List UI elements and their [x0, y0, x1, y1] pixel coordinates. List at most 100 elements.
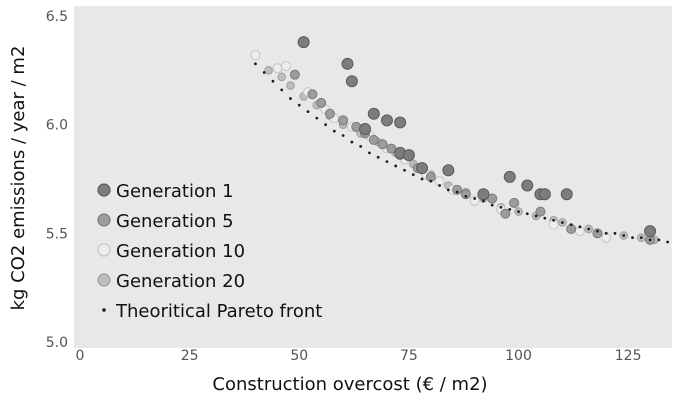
point-theoritical-pareto-front [306, 110, 310, 114]
point-theoritical-pareto-front [341, 134, 345, 137]
point-generation-1 [644, 225, 657, 238]
point-generation-1 [538, 188, 551, 201]
point-generation-5 [307, 89, 318, 100]
point-generation-20 [264, 66, 273, 75]
point-theoritical-pareto-front [499, 205, 503, 209]
point-generation-1 [521, 179, 534, 192]
point-theoritical-pareto-front [578, 225, 582, 229]
x-tick-label: 25 [181, 348, 199, 364]
legend-marker [102, 308, 106, 312]
point-theoritical-pareto-front [604, 231, 608, 235]
point-generation-5 [509, 197, 520, 208]
point-theoritical-pareto-front [613, 231, 617, 235]
point-theoritical-pareto-front [596, 229, 599, 233]
point-generation-5 [316, 97, 327, 108]
legend-label: Generation 10 [116, 241, 245, 262]
point-theoritical-pareto-front [411, 173, 415, 177]
point-theoritical-pareto-front [271, 79, 275, 83]
point-theoritical-pareto-front [464, 194, 468, 198]
point-theoritical-pareto-front [297, 103, 301, 107]
point-generation-1 [402, 149, 415, 162]
point-generation-5 [324, 108, 335, 119]
point-theoritical-pareto-front [394, 164, 398, 168]
y-tick-label: 5.5 [46, 226, 68, 242]
point-theoritical-pareto-front [473, 197, 477, 200]
point-generation-10 [250, 50, 261, 61]
x-tick-label: 50 [290, 348, 308, 364]
point-theoritical-pareto-front [332, 129, 336, 133]
legend-label: Generation 5 [116, 211, 234, 232]
point-generation-1 [442, 164, 455, 177]
point-theoritical-pareto-front [385, 160, 389, 164]
point-generation-1 [416, 162, 429, 175]
point-theoritical-pareto-front [315, 116, 319, 120]
data-points [250, 36, 670, 245]
point-theoritical-pareto-front [622, 234, 626, 237]
point-theoritical-pareto-front [262, 71, 266, 74]
point-theoritical-pareto-front [587, 227, 591, 231]
point-theoritical-pareto-front [490, 203, 494, 207]
x-tick-label: 0 [76, 348, 85, 364]
point-generation-5 [368, 134, 379, 145]
point-generation-5 [386, 143, 397, 154]
point-generation-1 [394, 116, 407, 129]
y-tick-label: 6.5 [46, 9, 68, 25]
point-theoritical-pareto-front [648, 238, 652, 242]
point-generation-5 [535, 206, 546, 217]
y-axis-label: kg CO2 emissions / year / m2 [8, 46, 29, 311]
legend-marker [97, 273, 111, 287]
point-generation-1 [367, 107, 380, 120]
point-generation-5 [377, 139, 388, 150]
point-theoritical-pareto-front [254, 62, 257, 66]
point-theoritical-pareto-front [560, 221, 564, 224]
point-generation-1 [341, 57, 354, 70]
x-tick-label: 75 [400, 348, 418, 364]
x-tick-label: 125 [615, 348, 642, 364]
point-generation-5 [338, 115, 349, 126]
point-theoritical-pareto-front [429, 179, 433, 183]
point-theoritical-pareto-front [350, 140, 354, 144]
plot-area [74, 6, 672, 348]
point-generation-5 [289, 69, 300, 80]
legend: Generation 1 Generation 5 Generation 10 Gen… [97, 181, 322, 322]
point-theoritical-pareto-front [420, 177, 424, 181]
point-theoritical-pareto-front [438, 184, 441, 187]
legend-label: Theoritical Pareto front [115, 301, 322, 322]
point-generation-10 [272, 63, 283, 74]
point-generation-20 [286, 81, 295, 90]
point-generation-1 [297, 36, 310, 49]
point-generation-1 [477, 188, 490, 201]
point-theoritical-pareto-front [543, 216, 547, 220]
legend-label: Generation 1 [116, 181, 234, 202]
point-theoritical-pareto-front [639, 236, 643, 240]
x-axis-label: Construction overcost (€ / m2) [212, 374, 487, 395]
x-tick-label: 100 [505, 348, 532, 364]
point-theoritical-pareto-front [359, 145, 363, 148]
point-theoritical-pareto-front [631, 236, 634, 240]
legend-marker [97, 213, 111, 227]
point-generation-1 [380, 114, 393, 127]
point-generation-5 [487, 193, 498, 204]
point-theoritical-pareto-front [368, 151, 371, 155]
point-theoritical-pareto-front [455, 190, 459, 194]
point-generation-5 [460, 189, 471, 200]
y-tick-label: 6.0 [46, 118, 68, 134]
y-tick-label: 5.0 [46, 335, 68, 351]
point-generation-5 [452, 184, 463, 195]
point-generation-20 [277, 72, 287, 82]
legend-label: Generation 20 [116, 271, 245, 292]
point-theoritical-pareto-front [482, 199, 485, 203]
point-theoritical-pareto-front [376, 155, 380, 159]
point-theoritical-pareto-front [517, 210, 520, 214]
point-theoritical-pareto-front [666, 240, 670, 244]
point-generation-10 [469, 195, 480, 206]
point-generation-1 [359, 123, 372, 136]
point-generation-1 [503, 170, 516, 183]
point-theoritical-pareto-front [525, 212, 529, 216]
point-theoritical-pareto-front [552, 218, 555, 222]
point-theoritical-pareto-front [280, 88, 284, 92]
point-generation-1 [345, 75, 358, 88]
x-axis-ticks: 0 25 50 75 100 125 [76, 348, 642, 364]
